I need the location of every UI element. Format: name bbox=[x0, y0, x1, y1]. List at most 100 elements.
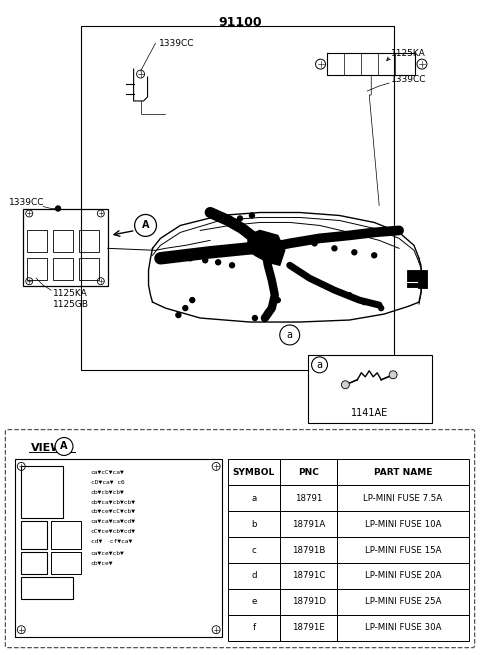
Bar bbox=[27, 231, 47, 252]
Bar bbox=[51, 521, 81, 549]
Bar bbox=[15, 459, 222, 637]
Circle shape bbox=[183, 306, 188, 310]
Polygon shape bbox=[248, 231, 285, 265]
Bar bbox=[53, 231, 73, 252]
Text: e: e bbox=[251, 597, 257, 607]
Circle shape bbox=[347, 293, 352, 297]
Circle shape bbox=[250, 213, 254, 218]
Bar bbox=[280, 563, 337, 589]
Text: LP-MINI FUSE 25A: LP-MINI FUSE 25A bbox=[365, 597, 441, 607]
Circle shape bbox=[226, 220, 230, 225]
Circle shape bbox=[312, 357, 327, 373]
Text: A: A bbox=[60, 441, 68, 451]
Circle shape bbox=[176, 312, 181, 318]
Bar bbox=[280, 459, 337, 485]
Bar bbox=[337, 537, 468, 563]
Circle shape bbox=[352, 250, 357, 255]
Bar bbox=[21, 466, 63, 518]
Bar bbox=[337, 485, 468, 511]
Text: 91100: 91100 bbox=[218, 16, 262, 29]
Text: 1339CC: 1339CC bbox=[9, 198, 45, 207]
Circle shape bbox=[188, 256, 193, 261]
Bar bbox=[280, 485, 337, 511]
Circle shape bbox=[312, 241, 317, 246]
Bar bbox=[280, 537, 337, 563]
Text: cD▼ca▼ c6: cD▼ca▼ c6 bbox=[91, 479, 125, 484]
Text: 18791E: 18791E bbox=[292, 623, 325, 632]
Text: LP-MINI FUSE 10A: LP-MINI FUSE 10A bbox=[365, 519, 441, 529]
Circle shape bbox=[56, 206, 60, 211]
Text: LP-MINI FUSE 20A: LP-MINI FUSE 20A bbox=[365, 571, 441, 580]
Bar bbox=[51, 552, 81, 574]
Text: 1125GB: 1125GB bbox=[53, 299, 89, 309]
Bar bbox=[228, 537, 280, 563]
Text: PNC: PNC bbox=[298, 468, 319, 477]
Text: 18791D: 18791D bbox=[292, 597, 325, 607]
Circle shape bbox=[55, 438, 73, 455]
Bar bbox=[21, 577, 73, 599]
Text: 1141AE: 1141AE bbox=[350, 407, 388, 418]
Circle shape bbox=[389, 371, 397, 379]
Text: 1125KA: 1125KA bbox=[391, 48, 426, 58]
Text: a: a bbox=[252, 494, 256, 503]
Bar bbox=[23, 208, 108, 286]
Text: 18791C: 18791C bbox=[292, 571, 325, 580]
Text: cb▼cb▼cb▼: cb▼cb▼cb▼ bbox=[91, 489, 125, 495]
Bar bbox=[228, 459, 280, 485]
Circle shape bbox=[252, 316, 257, 320]
Circle shape bbox=[190, 297, 195, 303]
Text: cb▼ce▼: cb▼ce▼ bbox=[91, 561, 113, 566]
Circle shape bbox=[362, 299, 367, 305]
Text: 18791: 18791 bbox=[295, 494, 322, 503]
Text: a: a bbox=[287, 330, 293, 340]
Bar bbox=[407, 271, 427, 288]
Circle shape bbox=[265, 310, 270, 314]
Circle shape bbox=[238, 216, 242, 221]
Text: 1339CC: 1339CC bbox=[391, 75, 427, 84]
Text: 18791A: 18791A bbox=[292, 519, 325, 529]
Text: cd▼  cf▼ca▼: cd▼ cf▼ca▼ bbox=[91, 539, 132, 544]
Circle shape bbox=[134, 214, 156, 236]
Text: cb▼ce▼cC▼cb▼: cb▼ce▼cC▼cb▼ bbox=[91, 509, 136, 514]
Text: LP-MINI FUSE 15A: LP-MINI FUSE 15A bbox=[365, 546, 441, 555]
Bar bbox=[280, 589, 337, 615]
Text: ca▼cC▼ca▼: ca▼cC▼ca▼ bbox=[91, 470, 125, 474]
Bar bbox=[280, 511, 337, 537]
Bar bbox=[53, 258, 73, 280]
Bar bbox=[21, 521, 47, 549]
Bar bbox=[337, 589, 468, 615]
Bar bbox=[228, 563, 280, 589]
Bar bbox=[228, 589, 280, 615]
Text: 1339CC: 1339CC bbox=[158, 39, 194, 48]
Text: A: A bbox=[142, 221, 149, 231]
Text: VIEW: VIEW bbox=[31, 443, 64, 453]
Text: f: f bbox=[252, 623, 255, 632]
Circle shape bbox=[379, 306, 384, 310]
Text: a: a bbox=[316, 360, 323, 370]
Bar bbox=[228, 511, 280, 537]
Text: LP-MINI FUSE 7.5A: LP-MINI FUSE 7.5A bbox=[363, 494, 443, 503]
Circle shape bbox=[372, 253, 377, 258]
Text: 1125KA: 1125KA bbox=[53, 289, 88, 297]
Circle shape bbox=[341, 381, 349, 388]
Circle shape bbox=[276, 297, 280, 303]
Bar bbox=[337, 511, 468, 537]
Bar bbox=[308, 355, 432, 422]
Text: PART NAME: PART NAME bbox=[374, 468, 432, 477]
Text: d: d bbox=[251, 571, 257, 580]
Bar bbox=[337, 615, 468, 641]
Text: b: b bbox=[251, 519, 257, 529]
Bar bbox=[228, 615, 280, 641]
Bar bbox=[79, 231, 99, 252]
Bar bbox=[21, 552, 47, 574]
Circle shape bbox=[332, 246, 337, 251]
Bar bbox=[79, 258, 99, 280]
Text: ca▼ca▼ca▼cd▼: ca▼ca▼ca▼cd▼ bbox=[91, 519, 136, 524]
Text: LP-MINI FUSE 30A: LP-MINI FUSE 30A bbox=[365, 623, 441, 632]
Text: ca▼ce▼cb▼: ca▼ce▼cb▼ bbox=[91, 551, 125, 556]
Text: cC▼ce▼cb▼cd▼: cC▼ce▼cb▼cd▼ bbox=[91, 529, 136, 534]
Circle shape bbox=[229, 263, 235, 268]
Bar bbox=[27, 258, 47, 280]
Text: 18791B: 18791B bbox=[292, 546, 325, 555]
Circle shape bbox=[216, 260, 221, 265]
